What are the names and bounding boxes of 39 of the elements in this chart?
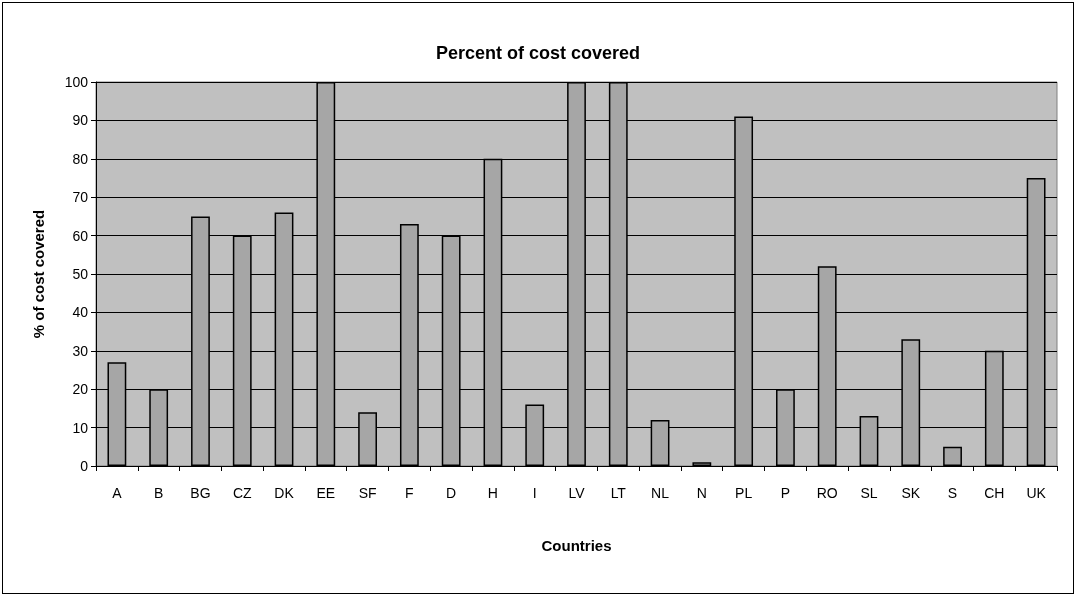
y-tick-label: 60: [72, 227, 89, 244]
x-tick-label: CZ: [232, 485, 253, 501]
y-tick-label: 70: [72, 189, 89, 206]
y-tick-label: 80: [72, 150, 89, 167]
x-tick-label: P: [780, 485, 791, 501]
x-tick-label: SL: [860, 485, 878, 501]
x-tick-label: SF: [358, 485, 377, 501]
y-tick-label: 40: [72, 304, 89, 321]
x-tick-label: LV: [568, 485, 586, 501]
x-tick-label: I: [532, 485, 537, 501]
x-tick-label: D: [446, 485, 457, 501]
x-tick-label: NL: [651, 485, 670, 501]
x-tick-label: DK: [274, 485, 295, 501]
x-tick-label: RO: [816, 485, 838, 501]
y-tick-label: 100: [64, 74, 89, 90]
x-tick-label: LT: [610, 485, 627, 501]
y-tick-label: 50: [72, 266, 89, 282]
x-tick-label: EE: [316, 485, 336, 501]
x-tick-label: UK: [1026, 485, 1047, 501]
y-tick-label: 30: [72, 342, 89, 359]
chart-title: Percent of cost covered: [435, 43, 641, 63]
y-tick-label: 0: [80, 458, 89, 474]
x-tick-label: BG: [190, 485, 211, 501]
y-tick-label: 10: [72, 419, 89, 436]
y-axis-title: % of cost covered: [30, 209, 47, 339]
x-axis-title: Countries: [541, 537, 612, 554]
x-tick-label: PL: [735, 485, 753, 501]
x-tick-label: H: [487, 485, 498, 501]
y-tick-label: 20: [72, 381, 89, 398]
x-tick-label: F: [405, 485, 414, 501]
x-tick-label: A: [112, 485, 123, 501]
x-tick-label: CH: [984, 485, 1005, 501]
x-tick-label: S: [947, 485, 958, 501]
x-tick-label: SK: [901, 485, 921, 501]
x-tick-label: N: [696, 485, 707, 501]
x-tick-label: B: [154, 485, 164, 501]
y-tick-label: 90: [72, 112, 89, 129]
bar: [692, 462, 712, 466]
bar: [943, 446, 962, 466]
